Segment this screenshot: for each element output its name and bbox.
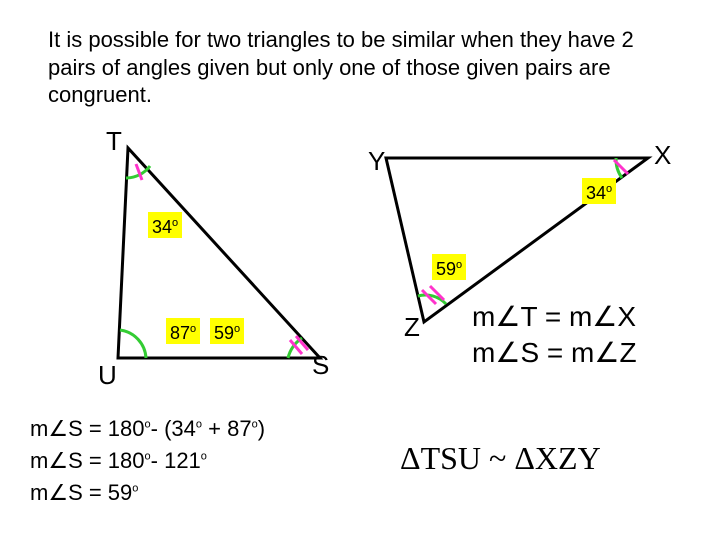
vertex-y: Y xyxy=(368,146,385,177)
angle-z-box: 59o xyxy=(432,254,466,280)
vertex-s: S xyxy=(312,350,329,381)
eq-ms-mz: m∠S = m∠Z xyxy=(472,336,637,369)
angle-u-box: 87o xyxy=(166,318,200,344)
intro-text: It is possible for two triangles to be s… xyxy=(48,26,638,109)
similarity-statement: ΔTSU ~ ΔXZY xyxy=(400,440,601,477)
angle-t-box: 34o xyxy=(148,212,182,238)
vertex-x: X xyxy=(654,140,671,171)
calc-line-2: m∠S = 180o- 121o xyxy=(30,446,207,477)
calc-line-3: m∠S = 59o xyxy=(30,478,138,509)
angle-s-box: 59o xyxy=(210,318,244,344)
vertex-z: Z xyxy=(404,312,420,343)
calc-line-1: m∠S = 180o- (34o + 87o) xyxy=(30,414,265,445)
angle-x-box: 34o xyxy=(582,178,616,204)
eq-mt-mx: m∠T = m∠X xyxy=(472,300,636,333)
vertex-u: U xyxy=(98,360,117,391)
vertex-t: T xyxy=(106,126,122,157)
